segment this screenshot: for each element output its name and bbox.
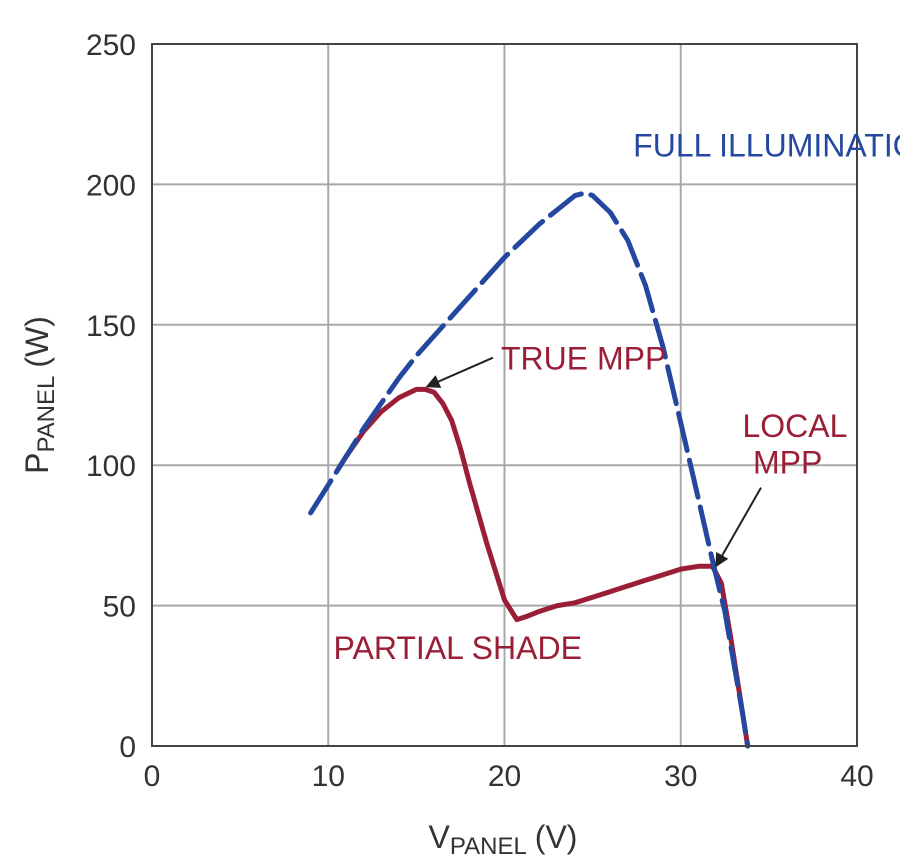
arrow-mpp	[715, 487, 762, 568]
tick-labels: 0 10 20 30 40 0 50 100 150 200 250	[86, 29, 874, 793]
y-axis-label-main: P	[19, 453, 55, 474]
annotation-local: LOCAL	[742, 408, 847, 444]
x-tick-label: 40	[840, 760, 873, 793]
annotation-partial-shade: PARTIAL SHADE	[334, 630, 582, 666]
y-axis-label: PPANEL (W)	[19, 316, 60, 474]
y-tick-label: 0	[119, 731, 136, 764]
y-tick-label: 100	[86, 450, 136, 483]
plot-frame	[151, 43, 858, 747]
y-tick-label: 200	[86, 169, 136, 202]
x-tick-label: 30	[664, 760, 697, 793]
x-axis-label-sub: PANEL	[450, 833, 527, 860]
annotation-mpp: MPP	[753, 445, 822, 481]
y-axis-label-unit: (W)	[19, 316, 55, 368]
series-full-illumination	[308, 190, 751, 749]
series-partial-shade	[334, 386, 751, 749]
series-lines	[308, 190, 751, 749]
annotation-true-mpp: TRUE MPP	[501, 341, 666, 377]
x-tick-label: 0	[144, 760, 161, 793]
annotation-full-illumination: FULL ILLUMINATION	[633, 127, 900, 163]
y-tick-label: 150	[86, 310, 136, 343]
x-tick-label: 20	[488, 760, 521, 793]
x-axis-label: VPANEL (V)	[429, 819, 578, 860]
y-tick-label: 250	[86, 29, 136, 62]
y-axis-label-sub: PANEL	[33, 376, 60, 453]
x-axis-label-unit: (V)	[535, 819, 578, 855]
y-tick-label: 50	[103, 591, 136, 624]
arrow-true-mpp	[425, 356, 494, 388]
x-tick-label: 10	[312, 760, 345, 793]
x-axis-label-main: V	[429, 819, 451, 855]
grid-lines	[152, 44, 857, 746]
